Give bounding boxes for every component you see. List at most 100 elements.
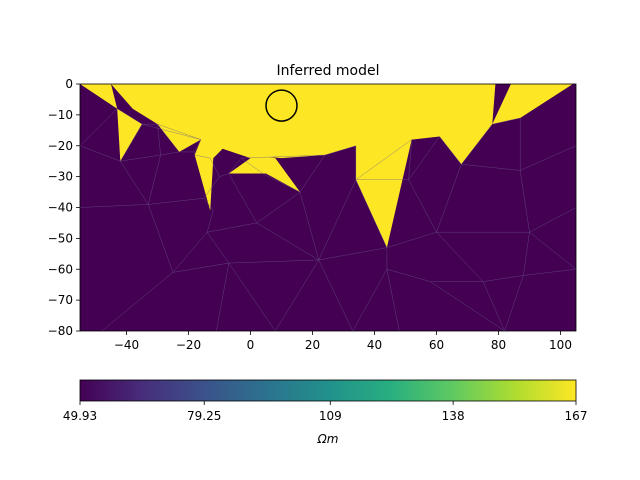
- mesh-edge-51: [228, 259, 319, 264]
- mesh-edge-61: [172, 232, 208, 273]
- mesh-edge-72: [203, 176, 220, 199]
- mesh-edge-35: [482, 275, 524, 282]
- mesh-edge-29: [461, 164, 521, 171]
- mesh-edge-62: [101, 272, 174, 331]
- mesh-edge-73: [241, 154, 325, 159]
- mesh-edge-13: [219, 173, 229, 177]
- mesh-edge-41: [436, 232, 484, 282]
- mesh-edge-52: [172, 262, 229, 273]
- mesh-edge-65: [275, 259, 319, 331]
- mesh-edge-70: [482, 281, 505, 331]
- mesh-edge-16: [262, 173, 301, 193]
- anomaly-circle: [265, 89, 298, 122]
- mesh-edge-59: [203, 198, 214, 211]
- y-tick-label: −40: [48, 201, 73, 215]
- y-tick-label: −30: [48, 170, 73, 184]
- mesh-edge-69: [430, 281, 505, 331]
- colorbar-tick-label: 109: [319, 409, 342, 423]
- mesh-edge-63: [216, 263, 230, 331]
- mesh-edge-21: [408, 139, 412, 180]
- mesh-edge-30: [519, 170, 530, 233]
- mesh-edge-2: [117, 108, 143, 125]
- mesh-edge-32: [529, 207, 576, 233]
- y-tick-label: −70: [48, 293, 73, 307]
- mesh-edge-71: [504, 275, 524, 331]
- mesh-edge-17: [299, 154, 326, 193]
- mesh-edge-39: [386, 231, 437, 248]
- y-tick-label: −50: [48, 231, 73, 245]
- mesh-edge-4: [120, 154, 161, 162]
- mesh-edge-79: [523, 232, 530, 276]
- mesh-edge-60: [206, 210, 214, 233]
- y-tick-label: −60: [48, 262, 73, 276]
- high-resistivity-zones: [80, 84, 573, 248]
- mesh-edge-75: [157, 123, 201, 140]
- x-tick-label: −40: [114, 338, 139, 352]
- low-zone-0: [492, 84, 511, 125]
- mesh-edge-74: [194, 139, 202, 153]
- x-tick-label: 20: [305, 338, 320, 352]
- mesh-edge-34: [523, 269, 576, 276]
- colorbar-ticks: 49.93 79.25 109 138 167: [63, 401, 588, 423]
- mesh-edge-11: [194, 154, 211, 159]
- mesh-edge-7: [160, 151, 180, 156]
- high-zone-1: [80, 84, 118, 109]
- x-tick-label: 0: [247, 338, 255, 352]
- mesh-edge-3: [120, 124, 143, 162]
- x-tick-label: 40: [367, 338, 382, 352]
- mesh-edge-6: [157, 124, 161, 156]
- x-tick-label: 60: [429, 338, 444, 352]
- mesh-edge-1: [80, 145, 121, 162]
- mesh-edge-26: [492, 117, 521, 125]
- mesh-edge-25: [461, 123, 493, 165]
- colorbar-label: Ωm: [317, 432, 339, 446]
- mesh-edge-54: [80, 204, 149, 208]
- high-zone-3: [222, 148, 301, 193]
- colorbar-tick-label: 167: [565, 409, 588, 423]
- mesh-edge-67: [352, 269, 388, 331]
- colorbar-gradient: [79, 379, 577, 402]
- mesh-edge-66: [318, 259, 354, 331]
- y-tick-label: −80: [48, 324, 73, 338]
- mesh-edge-28: [520, 145, 576, 171]
- y-tick-label: −20: [48, 139, 73, 153]
- mesh-edge-49: [207, 222, 257, 233]
- mesh-edge-47: [318, 179, 357, 261]
- mesh-edge-24: [436, 164, 462, 233]
- mesh-edge-20: [355, 139, 412, 180]
- mesh-edge-48: [355, 179, 388, 248]
- mesh-edge-58: [148, 197, 205, 205]
- mesh-edge-14: [228, 157, 242, 174]
- colorbar-tick-label: 79.25: [187, 409, 221, 423]
- mesh-edge-44: [228, 173, 257, 224]
- mesh-edge-68: [386, 269, 400, 331]
- y-axis-ticks: 0 −10 −20 −30 −40 −50 −60 −70 −80: [48, 77, 80, 338]
- mesh-edge-46: [299, 191, 319, 261]
- colorbar-tick-label: 138: [442, 409, 465, 423]
- mesh-edge-50: [206, 232, 230, 264]
- x-tick-label: 100: [549, 338, 572, 352]
- mesh-edge-56: [147, 154, 161, 205]
- mesh-edge-76: [141, 123, 201, 140]
- mesh-edge-22: [408, 136, 440, 180]
- x-tick-label: 80: [491, 338, 506, 352]
- mesh-lines: [80, 108, 576, 331]
- x-tick-label: −20: [176, 338, 201, 352]
- mesh-edge-77: [408, 179, 437, 233]
- plot-area: [80, 84, 576, 331]
- mesh-edge-43: [256, 222, 319, 261]
- mesh-edge-57: [120, 161, 149, 205]
- colorbar: 49.93 79.25 109 138 167 Ωm: [63, 379, 588, 446]
- high-zone-2: [117, 108, 142, 162]
- high-zone-0: [111, 84, 573, 248]
- mesh-edge-23: [439, 136, 462, 165]
- low-zone-1: [225, 155, 242, 168]
- y-tick-label: 0: [65, 77, 73, 91]
- mesh-edge-37: [386, 269, 431, 282]
- mesh-edge-8: [157, 123, 180, 153]
- mesh-edge-15: [241, 157, 264, 174]
- mesh-edge-45: [256, 191, 301, 224]
- mesh-edge-12: [209, 157, 220, 177]
- mesh-edge-33: [529, 232, 576, 270]
- mesh-edge-64: [228, 262, 276, 331]
